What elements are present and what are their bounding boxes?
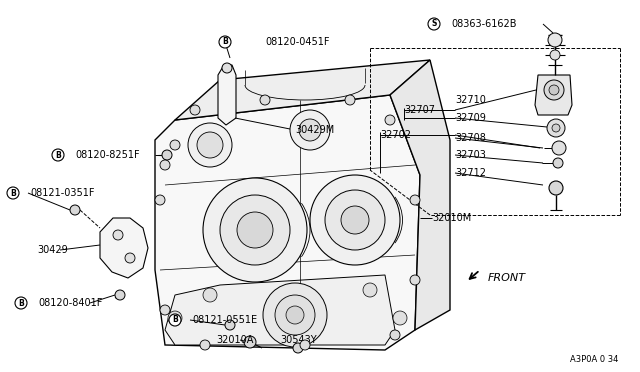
Circle shape [544,80,564,100]
Circle shape [203,178,307,282]
Text: 32707: 32707 [404,105,435,115]
Circle shape [393,311,407,325]
Circle shape [310,175,400,265]
Circle shape [552,141,566,155]
Polygon shape [218,65,236,125]
Circle shape [125,253,135,263]
Circle shape [290,110,330,150]
Circle shape [15,297,27,309]
Circle shape [363,283,377,297]
Text: B: B [172,315,178,324]
Circle shape [52,149,64,161]
Circle shape [225,320,235,330]
Text: 32010A: 32010A [216,335,253,345]
Circle shape [286,306,304,324]
Text: 08120-0451F: 08120-0451F [265,37,330,47]
Circle shape [113,230,123,240]
Circle shape [341,206,369,234]
Text: 08121-0351F: 08121-0351F [30,188,95,198]
Text: B: B [18,298,24,308]
Circle shape [345,95,355,105]
Circle shape [549,85,559,95]
Text: 32010M: 32010M [432,213,471,223]
Text: B: B [55,151,61,160]
Text: 30429M: 30429M [295,125,334,135]
Text: 08121-0551E: 08121-0551E [192,315,257,325]
Polygon shape [155,95,420,350]
Text: B: B [222,38,228,46]
Circle shape [260,95,270,105]
Text: FRONT: FRONT [488,273,526,283]
Circle shape [115,290,125,300]
Circle shape [263,283,327,347]
Text: B: B [10,189,16,198]
Circle shape [410,195,420,205]
Text: 32703: 32703 [455,150,486,160]
Circle shape [428,18,440,30]
Circle shape [237,212,273,248]
Polygon shape [390,60,450,330]
Circle shape [155,195,165,205]
Circle shape [552,124,560,132]
Circle shape [162,150,172,160]
Circle shape [220,195,290,265]
Circle shape [168,311,182,325]
Circle shape [170,140,180,150]
Circle shape [550,50,560,60]
Circle shape [300,340,310,350]
Polygon shape [175,60,430,120]
Circle shape [293,343,303,353]
Circle shape [390,330,400,340]
Polygon shape [165,275,395,345]
Circle shape [70,205,80,215]
Text: 08120-8401F: 08120-8401F [38,298,102,308]
Text: 32708: 32708 [455,133,486,143]
Text: 32709: 32709 [455,113,486,123]
Circle shape [203,288,217,302]
Circle shape [222,63,232,73]
Text: 32702: 32702 [380,130,411,140]
Text: 30429: 30429 [37,245,68,255]
Circle shape [549,181,563,195]
Circle shape [197,132,223,158]
Polygon shape [535,75,572,115]
Circle shape [553,158,563,168]
Circle shape [169,314,181,326]
Circle shape [219,36,231,48]
Text: A3P0A 0 34: A3P0A 0 34 [570,356,618,365]
Circle shape [325,190,385,250]
Circle shape [160,160,170,170]
Circle shape [200,340,210,350]
Circle shape [190,105,200,115]
Circle shape [299,119,321,141]
Text: 08363-6162B: 08363-6162B [451,19,516,29]
Text: 32710: 32710 [455,95,486,105]
Text: 08120-8251F: 08120-8251F [75,150,140,160]
Text: S: S [431,19,436,29]
Polygon shape [100,218,148,278]
Circle shape [7,187,19,199]
Circle shape [160,305,170,315]
Circle shape [547,119,565,137]
Text: 32712: 32712 [455,168,486,178]
Circle shape [275,295,315,335]
Circle shape [548,33,562,47]
Text: 30543Y: 30543Y [280,335,317,345]
Circle shape [244,336,256,348]
Circle shape [385,115,395,125]
Circle shape [410,275,420,285]
Circle shape [188,123,232,167]
